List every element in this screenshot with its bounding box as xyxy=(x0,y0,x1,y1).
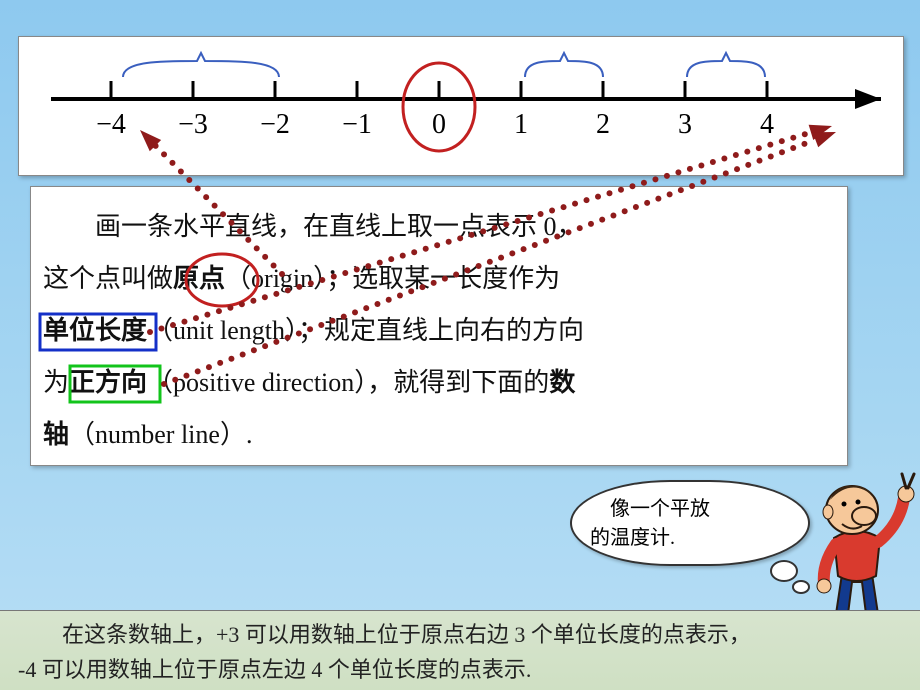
bottom-line-2: -4 可以用数轴上位于原点左边 4 个单位长度的点表示. xyxy=(18,652,902,687)
text-panel: 画一条水平直线，在直线上取一点表示 0， 这个点叫做原点（origin）；选取某… xyxy=(30,186,848,466)
word-origin-cn: 原点 xyxy=(173,264,225,293)
l5b: （ xyxy=(69,420,95,449)
l2d: ）；选取某一长度作为 xyxy=(313,264,560,293)
l3c: ）；规定直线上向右的方向 xyxy=(285,316,584,345)
l4c: （ xyxy=(147,368,173,397)
word-positive-direction-en: positive direction xyxy=(173,368,354,397)
svg-text:3: 3 xyxy=(678,109,692,140)
l2a: 这个点叫做 xyxy=(43,264,173,293)
l3b: （ xyxy=(147,316,173,345)
bottom-strip: 在这条数轴上，+3 可以用数轴上位于原点右边 3 个单位长度的点表示， -4 可… xyxy=(0,610,920,690)
word-positive-direction-cn: 正方向 xyxy=(69,368,147,397)
cloud-line-1: 像一个平放 xyxy=(590,492,790,521)
para-line-1: 画一条水平直线，在直线上取一点表示 0， xyxy=(43,201,823,253)
word-unit-length-en: unit length xyxy=(173,316,285,345)
number-line-svg: −4 −3 −2 −1 0 1 2 3 4 xyxy=(19,37,903,175)
l2c: （ xyxy=(225,264,251,293)
l4d: ），就得到下面的 xyxy=(354,368,549,397)
para-line-3: 单位长度（unit length）；规定直线上向右的方向 xyxy=(43,305,823,357)
svg-text:−1: −1 xyxy=(342,109,372,140)
l5a: 轴 xyxy=(43,420,69,449)
para-line-5: 轴（number line）. xyxy=(43,409,823,461)
cartoon-icon xyxy=(792,454,920,634)
l5c: ）. xyxy=(220,420,253,449)
bottom-line-1: 在这条数轴上，+3 可以用数轴上位于原点右边 3 个单位长度的点表示， xyxy=(18,617,902,652)
word-unit-length-cn: 单位长度 xyxy=(43,316,147,345)
para-line-4: 为正方向（positive direction），就得到下面的数 xyxy=(43,357,823,409)
svg-text:−3: −3 xyxy=(178,109,208,140)
svg-text:4: 4 xyxy=(760,109,774,140)
word-origin-en: origin xyxy=(251,264,313,293)
svg-text:−4: −4 xyxy=(96,109,126,140)
svg-text:2: 2 xyxy=(596,109,610,140)
svg-text:−2: −2 xyxy=(260,109,290,140)
cloud-line-2: 的温度计. xyxy=(590,521,790,550)
l4e: 数 xyxy=(549,368,575,397)
number-line-panel: −4 −3 −2 −1 0 1 2 3 4 xyxy=(18,36,904,176)
para-line-2: 这个点叫做原点（origin）；选取某一长度作为 xyxy=(43,253,823,305)
thought-cloud: 像一个平放 的温度计. xyxy=(570,480,810,566)
stage: −4 −3 −2 −1 0 1 2 3 4 画一条水平直线，在直线上取一点表示 0， 这个点叫做… xyxy=(0,0,920,690)
word-number-line-en: number line xyxy=(95,420,220,449)
svg-text:0: 0 xyxy=(432,109,446,140)
svg-text:1: 1 xyxy=(514,109,528,140)
l4a: 为 xyxy=(43,368,69,397)
